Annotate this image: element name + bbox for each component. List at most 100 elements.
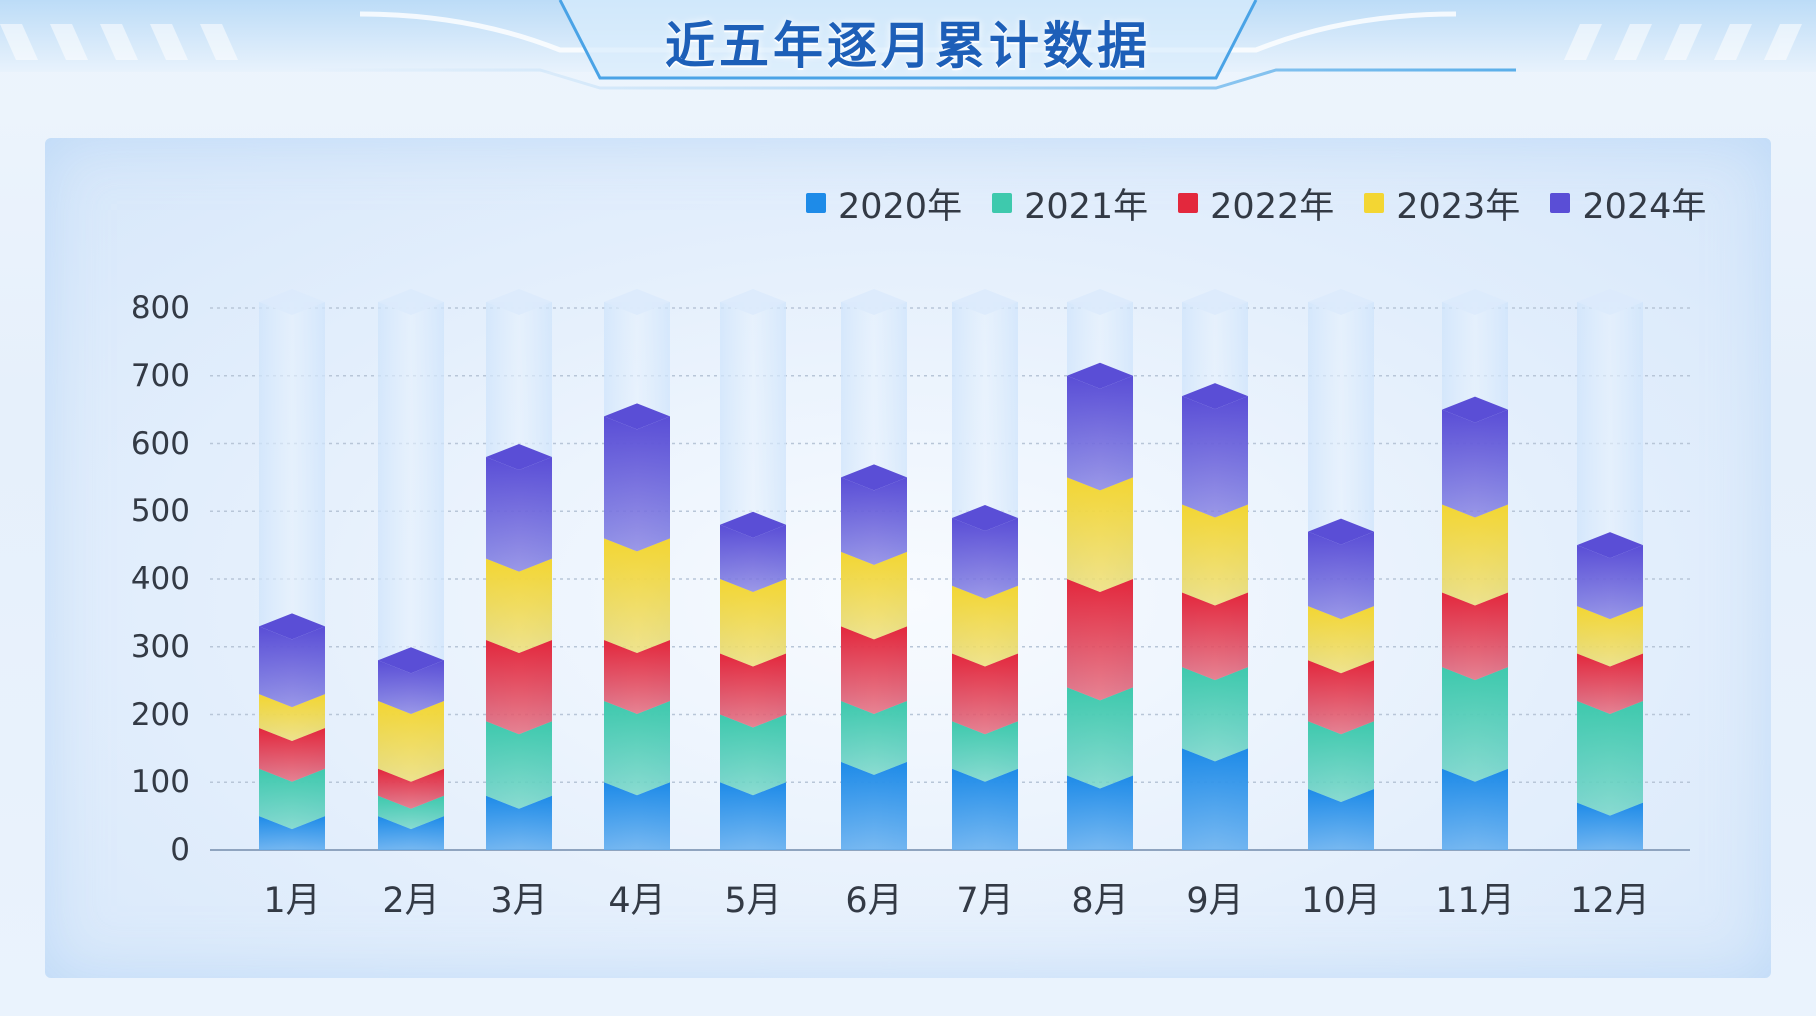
legend-label-2021: 2021年 xyxy=(1024,186,1149,227)
x-tick-label: 3月 xyxy=(490,881,548,921)
bar-segment-2020-9 xyxy=(1182,748,1248,850)
header-decoration xyxy=(0,0,1816,90)
bar-segment-2023-9 xyxy=(1182,504,1248,606)
bar-segment-2020-1 xyxy=(259,816,325,850)
legend-item-2022: 2022年 xyxy=(1178,178,1334,229)
bar-segment-2023-12 xyxy=(1577,606,1643,667)
bar-segment-2023-7 xyxy=(952,585,1018,667)
y-tick-label: 800 xyxy=(130,290,190,326)
bar-segment-2022-3 xyxy=(486,639,552,735)
y-tick-label: 400 xyxy=(130,561,190,597)
bar-segment-2023-8 xyxy=(1067,477,1133,592)
bar-segment-2024-5 xyxy=(720,524,786,592)
bar-track-cap xyxy=(259,289,325,315)
bar-segment-2021-12 xyxy=(1577,700,1643,816)
bar-top-cap-7 xyxy=(952,505,1018,532)
bar-top-cap-4 xyxy=(604,403,670,430)
legend-swatch-2021 xyxy=(992,193,1013,213)
bar-segment-2024-9 xyxy=(1182,396,1248,518)
bar-segment-2024-6 xyxy=(841,477,907,565)
bar-segment-2024-11 xyxy=(1442,409,1508,518)
bar-track-cap xyxy=(604,289,670,315)
y-tick-label: 300 xyxy=(130,628,190,665)
bar-segment-2022-4 xyxy=(604,639,670,714)
x-tick-label: 2月 xyxy=(382,881,440,921)
y-tick-label: 700 xyxy=(130,357,190,394)
bar-segment-2020-4 xyxy=(604,782,670,850)
y-tick-label: 500 xyxy=(130,493,190,530)
bar-top-cap-11 xyxy=(1442,396,1508,423)
header-banner: 近五年逐月累计数据 xyxy=(0,0,1816,92)
bar-top-cap-3 xyxy=(486,444,552,471)
legend-label-2022: 2022年 xyxy=(1210,186,1335,227)
bar-segment-2024-1 xyxy=(259,626,325,708)
bar-top-cap-8 xyxy=(1067,362,1133,389)
bar-segment-2022-10 xyxy=(1308,660,1374,735)
legend-item-2021: 2021年 xyxy=(992,178,1148,229)
bar-top-cap-1 xyxy=(259,613,325,640)
bar-segment-2024-12 xyxy=(1577,545,1643,620)
page-title: 近五年逐月累计数据 xyxy=(665,17,1151,75)
chart-legend: 2020年 2021年 2022年 2023年 2024年 xyxy=(806,178,1706,228)
x-tick-label: 5月 xyxy=(724,881,782,921)
bar-top-cap-9 xyxy=(1182,383,1248,410)
bar-segment-2024-4 xyxy=(604,416,670,552)
bar-track-cap xyxy=(841,289,907,315)
bar-segment-2022-2 xyxy=(378,768,444,809)
bar-track-cap xyxy=(1442,289,1508,315)
bar-segment-2023-2 xyxy=(378,700,444,782)
bar-segment-2024-7 xyxy=(952,518,1018,599)
y-tick-label: 200 xyxy=(130,696,190,733)
y-tick-label: 600 xyxy=(130,425,190,462)
bar-track-cap xyxy=(486,289,552,315)
bar-track-cap xyxy=(378,289,444,315)
bar-segment-2021-8 xyxy=(1067,687,1133,789)
x-tick-label: 11月 xyxy=(1435,881,1515,921)
legend-label-2020: 2020年 xyxy=(838,186,963,227)
bar-segment-2022-9 xyxy=(1182,592,1248,681)
bar-segment-2020-12 xyxy=(1577,802,1643,850)
x-tick-label: 7月 xyxy=(956,881,1014,921)
x-tick-label: 1月 xyxy=(263,881,321,921)
bar-segment-2020-6 xyxy=(841,761,907,850)
bar-segment-2020-11 xyxy=(1442,768,1508,850)
bar-segment-2021-4 xyxy=(604,700,670,796)
bar-segment-2022-12 xyxy=(1577,653,1643,714)
bar-segment-2021-7 xyxy=(952,721,1018,782)
legend-swatch-2022 xyxy=(1178,193,1199,213)
bar-segment-2020-3 xyxy=(486,795,552,850)
bar-segment-2022-8 xyxy=(1067,579,1133,701)
bar-top-cap-2 xyxy=(378,647,444,674)
bar-track-cap xyxy=(1182,289,1248,315)
bar-segment-2023-3 xyxy=(486,558,552,653)
bar-track-cap xyxy=(1577,289,1643,315)
legend-swatch-2020 xyxy=(806,193,826,213)
legend-label-2023: 2023年 xyxy=(1396,186,1521,227)
bar-segment-2022-1 xyxy=(259,728,325,782)
legend-item-2024: 2024年 xyxy=(1550,178,1706,229)
bar-top-cap-10 xyxy=(1308,518,1374,545)
legend-swatch-2023 xyxy=(1364,193,1385,213)
bar-segment-2020-5 xyxy=(720,782,786,850)
bar-segment-2021-10 xyxy=(1308,721,1374,803)
y-tick-label: 100 xyxy=(130,764,190,801)
bar-segment-2020-2 xyxy=(378,816,444,850)
legend-item-2023: 2023年 xyxy=(1364,178,1520,229)
bar-top-cap-5 xyxy=(720,511,786,538)
bar-segment-2021-1 xyxy=(259,768,325,830)
bar-segment-2022-7 xyxy=(952,653,1018,735)
legend-swatch-2024 xyxy=(1550,193,1571,213)
x-tick-label: 8月 xyxy=(1071,881,1129,921)
bar-segment-2021-5 xyxy=(720,714,786,796)
bar-track-cap xyxy=(1308,289,1374,315)
bar-track-cap xyxy=(952,289,1018,315)
bar-segment-2021-6 xyxy=(841,700,907,775)
bar-segment-2023-11 xyxy=(1442,504,1508,606)
bar-segment-2024-3 xyxy=(486,457,552,572)
bar-track-cap xyxy=(1067,289,1133,315)
bar-segment-2023-1 xyxy=(259,694,325,742)
bar-segment-2021-9 xyxy=(1182,667,1248,762)
bar-segment-2020-8 xyxy=(1067,775,1133,850)
bar-segment-2023-6 xyxy=(841,551,907,640)
